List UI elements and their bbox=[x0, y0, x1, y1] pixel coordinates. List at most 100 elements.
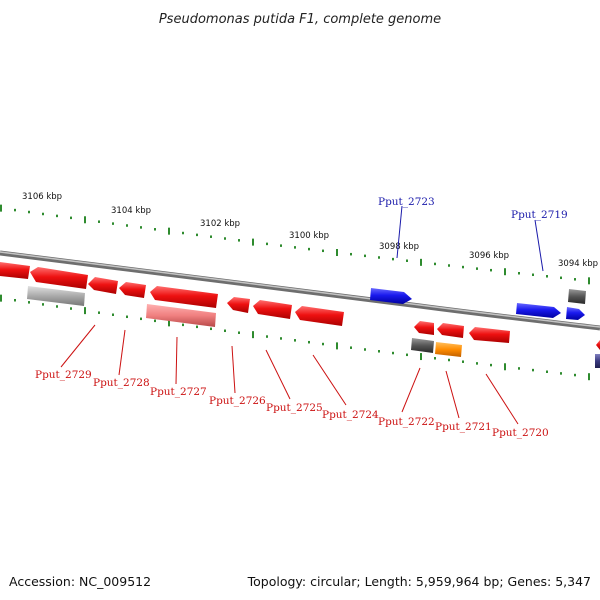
inner-tick-29 bbox=[406, 353, 408, 357]
grey-feature-block[interactable] bbox=[27, 286, 85, 306]
gene-label-pput-2729[interactable]: Pput_2729 bbox=[35, 324, 96, 381]
svg-text:Pput_2727: Pput_2727 bbox=[150, 386, 207, 398]
outer-tick-3 bbox=[42, 212, 44, 216]
outer-tick-35 bbox=[490, 268, 492, 272]
gene-arrow-pput-2718[interactable] bbox=[566, 307, 585, 320]
inner-tick-32 bbox=[448, 358, 450, 362]
inner-tick-28 bbox=[392, 351, 394, 355]
inner-tick-42 bbox=[588, 373, 590, 381]
kbp-marker-3106: 3106 kbp bbox=[22, 192, 62, 202]
gene-label-pput-2721[interactable]: Pput_2721 bbox=[435, 370, 492, 433]
outer-tick-42 bbox=[588, 277, 590, 285]
inner-tick-41 bbox=[574, 373, 576, 377]
orange-feature-block[interactable] bbox=[435, 342, 462, 357]
gene-arrow-pput-2728-a[interactable] bbox=[88, 277, 118, 294]
outer-tick-8 bbox=[112, 222, 114, 225]
inner-tick-12 bbox=[168, 319, 170, 327]
kbp-ticks-outer bbox=[0, 204, 590, 285]
inner-tick-33 bbox=[462, 360, 464, 363]
gene-arrow-pput-2725[interactable] bbox=[253, 300, 292, 319]
outer-tick-39 bbox=[546, 275, 548, 278]
inner-tick-21 bbox=[294, 339, 296, 342]
outer-tick-25 bbox=[350, 252, 352, 256]
inner-tick-9 bbox=[126, 315, 128, 319]
gene-arrow-pput-2723[interactable] bbox=[370, 288, 412, 304]
gene-arrow-pput-2721[interactable] bbox=[437, 323, 464, 338]
gene-arrow-pput-2719[interactable] bbox=[516, 303, 561, 318]
outer-tick-26 bbox=[364, 254, 366, 258]
gene-label-pput-2724[interactable]: Pput_2724 bbox=[312, 354, 379, 421]
inner-tick-6 bbox=[84, 307, 86, 315]
gene-label-pput-2720[interactable]: Pput_2720 bbox=[485, 373, 549, 439]
svg-text:Pput_2725: Pput_2725 bbox=[266, 402, 323, 414]
outer-tick-20 bbox=[280, 244, 282, 247]
gene-label-pput-2727[interactable]: Pput_2727 bbox=[150, 336, 207, 398]
outer-tick-31 bbox=[434, 262, 436, 266]
gene-label-pput-2723[interactable]: Pput_2723 bbox=[378, 196, 435, 259]
kbp-marker-3104: 3104 kbp bbox=[111, 206, 151, 216]
outer-tick-11 bbox=[154, 228, 156, 231]
outer-tick-19 bbox=[266, 242, 268, 246]
kbp-marker-3096: 3096 kbp bbox=[469, 251, 509, 261]
kbp-marker-3102: 3102 kbp bbox=[200, 219, 240, 229]
inner-tick-40 bbox=[560, 372, 562, 375]
outer-tick-13 bbox=[182, 231, 184, 235]
dark-feature-block-left[interactable] bbox=[411, 338, 434, 353]
gene-arrow-pput-2722[interactable] bbox=[414, 321, 434, 335]
svg-text:Pput_2721: Pput_2721 bbox=[435, 421, 492, 433]
inner-tick-30 bbox=[420, 353, 422, 361]
outer-tick-21 bbox=[294, 246, 296, 249]
outer-tick-18 bbox=[252, 238, 254, 246]
inner-tick-1 bbox=[14, 298, 16, 302]
outer-tick-4 bbox=[56, 214, 58, 218]
inner-tick-35 bbox=[490, 363, 492, 367]
dark-feature-block-right[interactable] bbox=[568, 289, 586, 304]
outer-tick-17 bbox=[238, 239, 240, 242]
inner-tick-38 bbox=[532, 368, 534, 372]
outer-tick-36 bbox=[504, 268, 506, 276]
gene-label-pput-2726[interactable]: Pput_2726 bbox=[209, 345, 266, 407]
gene-arrow-pput-2730[interactable] bbox=[0, 262, 30, 279]
gene-label-pput-2722[interactable]: Pput_2722 bbox=[378, 367, 435, 428]
inner-tick-14 bbox=[196, 325, 198, 329]
inner-tick-4 bbox=[56, 305, 58, 308]
gene-arrow-edge-right[interactable] bbox=[596, 340, 600, 350]
gene-arrow-pput-2728-b[interactable] bbox=[119, 282, 146, 298]
gene-label-pput-2728[interactable]: Pput_2728 bbox=[93, 329, 150, 389]
outer-tick-33 bbox=[462, 265, 464, 269]
gene-arrow-pput-2726[interactable] bbox=[227, 297, 250, 313]
pseudo-gene-block[interactable] bbox=[146, 304, 216, 327]
navy-feature-block[interactable] bbox=[595, 354, 600, 368]
outer-tick-34 bbox=[476, 267, 478, 270]
inner-tick-24 bbox=[336, 342, 338, 350]
gene-arrow-pput-2727[interactable] bbox=[150, 286, 218, 308]
outer-tick-23 bbox=[322, 249, 324, 253]
inner-tick-36 bbox=[504, 363, 506, 371]
outer-tick-27 bbox=[378, 256, 380, 259]
inner-tick-34 bbox=[476, 362, 478, 365]
inner-tick-13 bbox=[182, 323, 184, 327]
inner-tick-16 bbox=[224, 329, 226, 333]
inner-tick-3 bbox=[42, 303, 44, 306]
inner-tick-7 bbox=[98, 311, 100, 314]
gene-arrow-pput-2720[interactable] bbox=[469, 327, 510, 343]
gene-arrow-pput-2729[interactable] bbox=[30, 267, 88, 289]
inner-tick-5 bbox=[70, 307, 72, 310]
inner-tick-39 bbox=[546, 370, 548, 374]
gene-label-pput-2719[interactable]: Pput_2719 bbox=[511, 209, 568, 272]
svg-text:Pput_2728: Pput_2728 bbox=[93, 377, 150, 389]
outer-tick-5 bbox=[70, 216, 72, 220]
outer-tick-38 bbox=[532, 273, 534, 277]
gene-label-pput-2725[interactable]: Pput_2725 bbox=[265, 349, 323, 414]
svg-text:Pput_2722: Pput_2722 bbox=[378, 416, 435, 428]
gene-arrow-pput-2724[interactable] bbox=[295, 306, 344, 326]
outer-tick-10 bbox=[140, 226, 142, 229]
inner-tick-8 bbox=[112, 313, 114, 316]
kbp-marker-3094: 3094 kbp bbox=[558, 259, 598, 269]
svg-text:Pput_2723: Pput_2723 bbox=[378, 196, 435, 208]
outer-tick-41 bbox=[574, 278, 576, 281]
map-title: Pseudomonas putida F1, complete genome bbox=[159, 12, 441, 27]
outer-tick-37 bbox=[518, 271, 520, 275]
svg-text:Pput_2719: Pput_2719 bbox=[511, 209, 568, 221]
